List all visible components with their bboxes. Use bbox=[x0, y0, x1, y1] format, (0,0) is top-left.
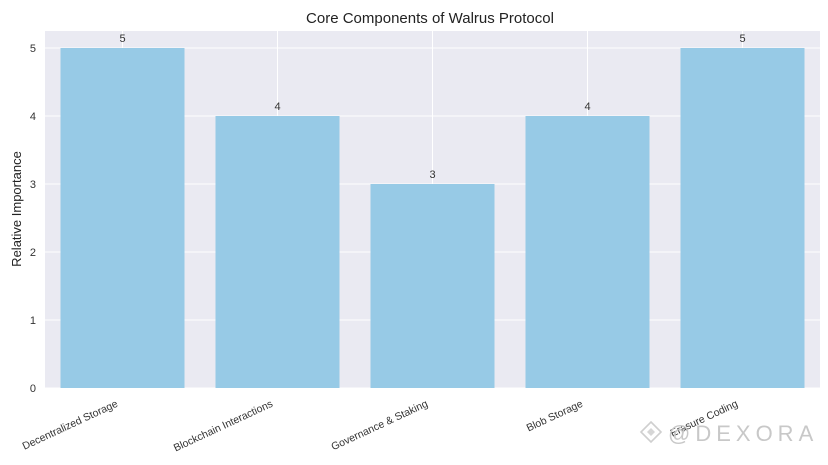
bar bbox=[215, 116, 340, 388]
watermark-text: @DEXORA bbox=[668, 421, 818, 446]
watermark-logo-icon bbox=[639, 420, 663, 444]
y-tick-label: 0 bbox=[30, 383, 36, 395]
y-tick-label: 2 bbox=[30, 247, 36, 259]
bars bbox=[60, 48, 805, 388]
y-tick-label: 4 bbox=[30, 111, 36, 123]
data-labels: 5 4 3 4 5 bbox=[119, 33, 745, 181]
x-tick-label: Blob Storage bbox=[525, 398, 585, 435]
bar bbox=[60, 48, 185, 388]
data-label: 4 bbox=[274, 101, 280, 113]
data-label: 4 bbox=[584, 101, 590, 113]
watermark: @DEXORA bbox=[639, 420, 818, 446]
chart-title: Core Components of Walrus Protocol bbox=[306, 10, 554, 27]
x-tick-label: Decentralized Storage bbox=[21, 398, 120, 453]
y-tick-label: 1 bbox=[30, 315, 36, 327]
y-ticks: 0 1 2 3 4 5 bbox=[30, 43, 36, 395]
y-tick-label: 5 bbox=[30, 43, 36, 55]
data-label: 3 bbox=[429, 169, 435, 181]
bar bbox=[525, 116, 650, 388]
bar bbox=[370, 184, 495, 388]
y-axis-label: Relative Importance bbox=[9, 151, 24, 267]
data-label: 5 bbox=[739, 33, 745, 45]
y-tick-label: 3 bbox=[30, 179, 36, 191]
x-tick-label: Governance & Staking bbox=[329, 398, 429, 453]
x-ticks: Decentralized Storage Blockchain Interact… bbox=[21, 398, 740, 455]
x-tick-label: Blockchain Interactions bbox=[172, 398, 275, 455]
bar bbox=[680, 48, 805, 388]
data-label: 5 bbox=[119, 33, 125, 45]
